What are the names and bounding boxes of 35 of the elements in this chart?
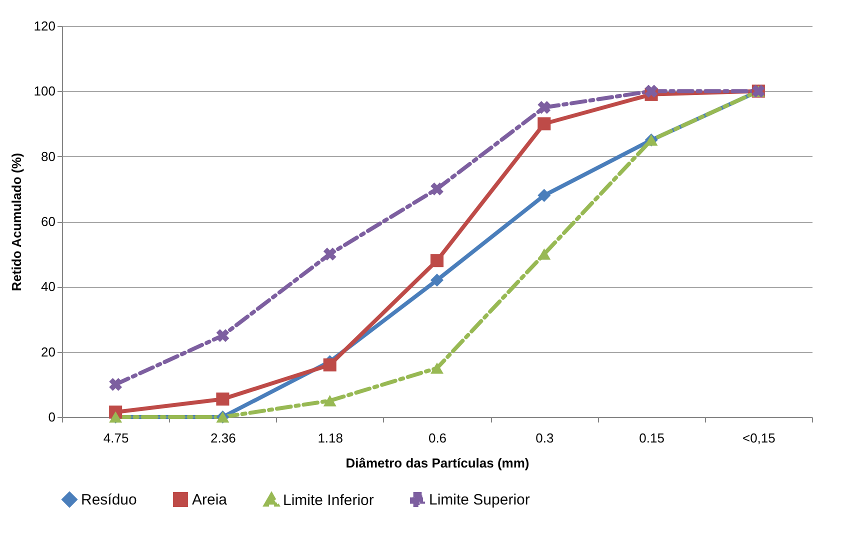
- point: [109, 378, 122, 391]
- legend-label: Limite Superior: [429, 492, 530, 509]
- y-tick-label: 40: [41, 279, 56, 294]
- x-tick-label: 2.36: [210, 430, 236, 446]
- x-axis-title: Diâmetro das Partículas (mm): [346, 456, 530, 470]
- point: [430, 254, 444, 268]
- point: [216, 329, 230, 342]
- y-tick-label: 60: [41, 214, 56, 229]
- legend-label: Areia: [192, 492, 228, 509]
- x-tick-label: 0.6: [428, 430, 447, 446]
- y-tick-label: 0: [48, 410, 56, 424]
- x-tick-label: 0.3: [536, 430, 554, 446]
- x-tick-label: 0.15: [639, 430, 664, 446]
- y-tick-label: 80: [41, 148, 56, 164]
- y-tick-label: 100: [34, 84, 56, 99]
- point: [430, 182, 444, 196]
- y-tick-label: 20: [41, 344, 56, 360]
- y-tick-label: 120: [34, 18, 56, 34]
- point: [323, 358, 336, 372]
- legend-label: Limite Inferior: [283, 492, 374, 509]
- point: [430, 362, 444, 374]
- point: [323, 395, 336, 406]
- point: [216, 392, 230, 406]
- point: [538, 188, 551, 202]
- x-tick-label: 1.18: [318, 430, 344, 446]
- y-axis-title: Retido Acumulado (%): [8, 152, 24, 292]
- x-tick-label: 4.75: [103, 430, 129, 446]
- legend-label: Resíduo: [81, 492, 137, 509]
- point: [323, 248, 336, 261]
- point: [430, 274, 444, 287]
- x-tick-label: <0,15: [742, 430, 776, 446]
- point: [538, 117, 551, 130]
- point: [644, 84, 658, 98]
- point: [538, 101, 551, 114]
- point: [538, 248, 551, 260]
